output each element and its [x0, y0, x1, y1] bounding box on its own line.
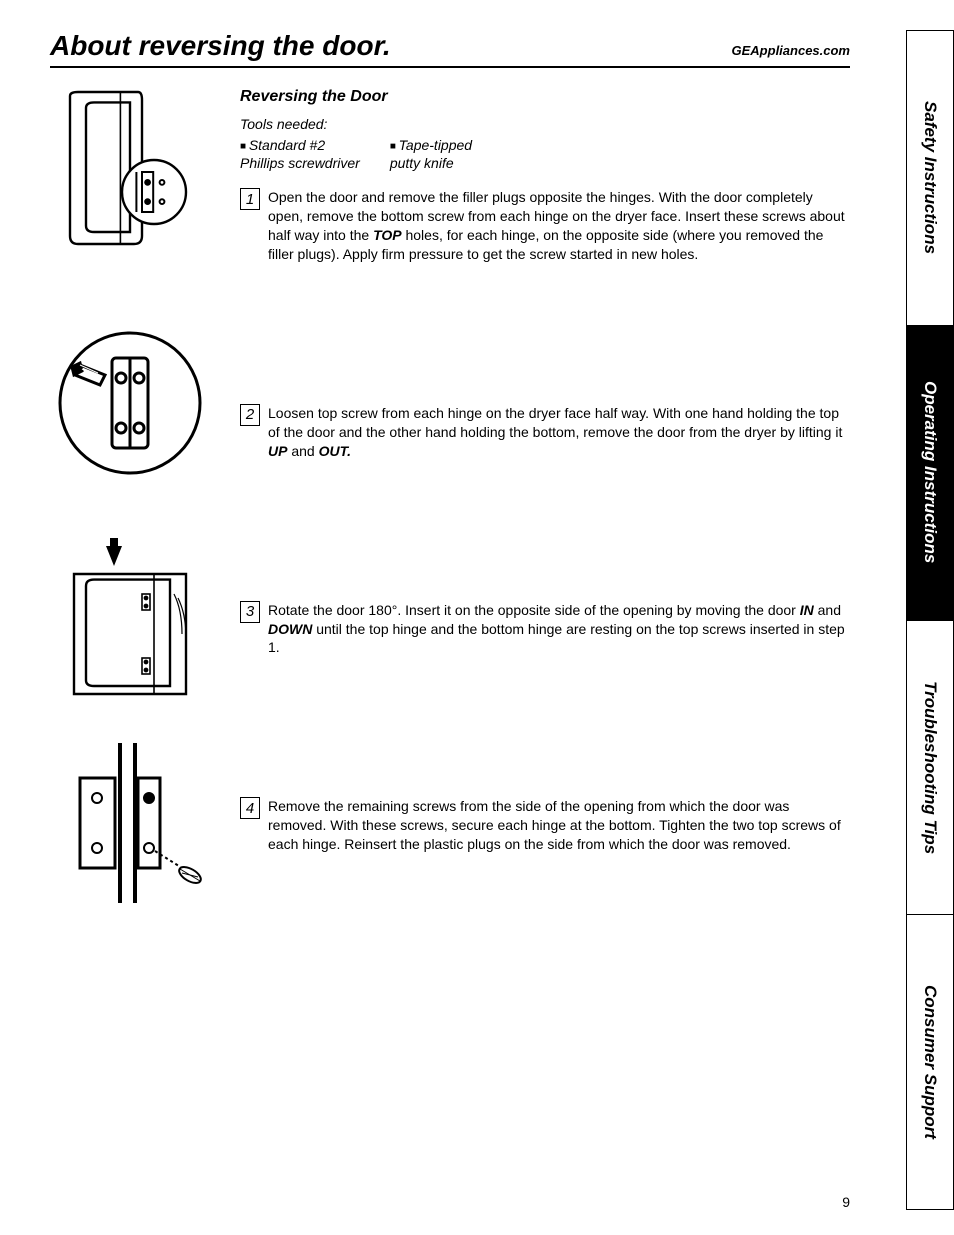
side-tabs: Safety Instructions Operating Instructio…: [906, 30, 954, 1210]
step-text: Remove the remaining screws from the sid…: [268, 797, 850, 854]
tool-item: Tape-tipped putty knife: [390, 136, 472, 172]
tab-operating[interactable]: Operating Instructions: [907, 326, 953, 621]
page-title: About reversing the door.: [50, 30, 391, 62]
step-4: 4 Remove the remaining screws from the s…: [240, 797, 850, 854]
title-row: About reversing the door. GEAppliances.c…: [50, 30, 850, 68]
step-1: 1 Open the door and remove the filler pl…: [240, 188, 850, 264]
step-3: 3 Rotate the door 180°. Insert it on the…: [240, 601, 850, 658]
tools-list: Standard #2 Phillips screwdriver Tape-ti…: [240, 136, 850, 172]
step-text: Open the door and remove the filler plug…: [268, 188, 850, 264]
tools-label: Tools needed:: [240, 116, 850, 132]
illustration-step-1: [50, 88, 210, 248]
step-text: Loosen top screw from each hinge on the …: [268, 404, 850, 461]
illustration-column: [50, 88, 220, 928]
step-number: 2: [240, 404, 260, 426]
step-2: 2 Loosen top screw from each hinge on th…: [240, 404, 850, 461]
brand-url: GEAppliances.com: [732, 43, 850, 58]
tab-consumer-support[interactable]: Consumer Support: [907, 915, 953, 1209]
step-number: 4: [240, 797, 260, 819]
page-number: 9: [842, 1194, 850, 1210]
step-text: Rotate the door 180°. Insert it on the o…: [268, 601, 850, 658]
illustration-step-3: [50, 538, 210, 698]
tab-safety[interactable]: Safety Instructions: [907, 31, 953, 326]
tool-item: Standard #2 Phillips screwdriver: [240, 136, 360, 172]
section-heading: Reversing the Door: [240, 88, 850, 106]
step-number: 1: [240, 188, 260, 210]
tab-troubleshooting[interactable]: Troubleshooting Tips: [907, 621, 953, 916]
step-number: 3: [240, 601, 260, 623]
illustration-step-2: [50, 323, 210, 483]
illustration-step-4: [50, 743, 210, 903]
